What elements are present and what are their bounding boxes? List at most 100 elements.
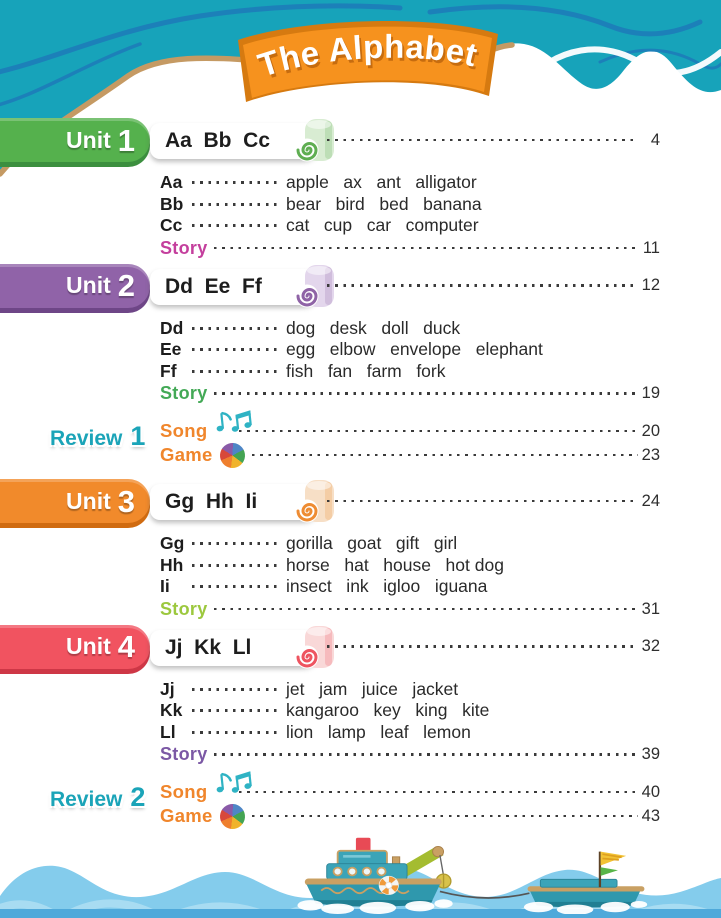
unit-page-number: 32: [641, 637, 660, 655]
unit-4-letters-track: Jj Kk Ll: [150, 625, 334, 668]
letter-line: Gg gorilla goat gift girl: [160, 533, 660, 555]
story-page-number: 39: [641, 745, 660, 763]
dotted-leader: [251, 453, 638, 457]
dotted-leader: [213, 246, 638, 250]
dotted-leader: [192, 181, 280, 185]
story-label: Story: [160, 237, 208, 258]
letter-pair: Cc: [160, 215, 183, 236]
game-label: Game: [160, 444, 213, 465]
dotted-leader: [192, 369, 280, 373]
review-1-title: Review 1: [50, 421, 145, 452]
letter-pair: Ff: [160, 360, 177, 381]
game-page-number: 43: [641, 806, 660, 825]
story-page-number: 11: [642, 238, 660, 257]
unit-1-section: Unit 1 Aa Bb Cc 4: [0, 118, 721, 264]
letter-pair: Gg: [160, 533, 185, 554]
unit-number: 3: [117, 483, 135, 519]
story-line: Story 31: [160, 598, 660, 621]
story-page-number: 19: [641, 384, 660, 402]
music-notes-icon: [216, 410, 252, 432]
unit-page-number: 4: [650, 130, 660, 149]
letter-words: fish fan farm fork: [286, 360, 446, 381]
review-1-block: Review 1 Song 20 Game: [0, 410, 660, 471]
letter-pair: Ii: [160, 576, 170, 597]
letter-words: cat cup car computer: [286, 215, 479, 236]
letter-line: Aa apple ax ant alligator: [160, 172, 660, 194]
story-line: Story 19: [160, 382, 660, 405]
dotted-leader: [327, 645, 638, 648]
game-wheel-icon: [216, 439, 248, 471]
dotted-leader: [327, 284, 638, 287]
table-of-contents: Unit 1 Aa Bb Cc 4: [0, 118, 721, 832]
review-2-block: Review 2 Song 40 Game: [0, 771, 660, 832]
dotted-leader: [192, 202, 280, 206]
unit-number: 4: [117, 629, 135, 664]
unit-2-leader: 12: [327, 264, 660, 308]
letter-line: Hh horse hat house hot dog: [160, 555, 660, 577]
letter-words: bear bird bed banana: [286, 193, 482, 214]
unit-number: 1: [117, 122, 135, 158]
letter-words: dog desk doll duck: [286, 317, 461, 338]
unit-1-content: Aa apple ax ant alligator Bb bear bird b…: [0, 168, 660, 264]
story-line: Story 11: [160, 237, 660, 260]
story-label: Story: [160, 744, 208, 764]
game-wheel-icon: [216, 800, 248, 832]
unit-label: Unit: [66, 272, 111, 298]
unit-3-banner-row: Unit 3 Gg Hh Ii 24: [0, 479, 721, 529]
letter-pair: Dd: [160, 317, 184, 338]
story-page-number: 31: [641, 599, 660, 618]
letter-pair: Bb: [160, 193, 184, 214]
unit-3-leader: 24: [327, 479, 660, 523]
dotted-leader: [192, 326, 280, 330]
letter-pair: Ll: [160, 721, 176, 742]
game-line: Game 23: [160, 439, 660, 471]
unit-4-banner-row: Unit 4 Jj Kk Ll 32: [0, 624, 721, 675]
dotted-leader: [239, 429, 638, 433]
dotted-leader: [192, 687, 280, 691]
unit-1-letters-track: Aa Bb Cc: [150, 119, 334, 162]
letter-line: Ii insect ink igloo iguana: [160, 576, 660, 598]
dotted-leader: [251, 814, 638, 818]
unit-label: Unit: [66, 633, 111, 659]
dotted-leader: [213, 392, 638, 395]
review-number: 2: [130, 782, 146, 812]
dotted-leader: [192, 224, 280, 228]
letter-line: Ff fish fan farm fork: [160, 361, 660, 383]
game-line: Game 43: [160, 800, 660, 832]
unit-4-content: Jj jet jam juice jacket Kk kangaroo key …: [0, 675, 660, 771]
review-label: Review: [50, 427, 123, 450]
unit-4-section: Unit 4 Jj Kk Ll 32: [0, 624, 721, 771]
title-banner: The Alphabet The Alphabet: [238, 21, 498, 102]
letter-line: Jj jet jam juice jacket: [160, 679, 660, 701]
unit-3-content: Gg gorilla goat gift girl Hh horse hat h…: [0, 529, 660, 625]
letter-words: insect ink igloo iguana: [286, 576, 488, 597]
unit-letters: Jj Kk Ll: [165, 635, 252, 659]
unit-1-pill: Unit 1: [0, 118, 150, 162]
story-label: Story: [160, 383, 208, 403]
dotted-leader: [192, 585, 280, 589]
dotted-leader: [213, 753, 638, 756]
letter-pair: Kk: [160, 700, 183, 721]
song-line: Song 40: [160, 771, 660, 804]
dotted-leader: [239, 790, 638, 794]
letter-pair: Jj: [160, 678, 175, 699]
letter-line: Cc cat cup car computer: [160, 215, 660, 237]
unit-label: Unit: [66, 126, 111, 153]
unit-3-section: Unit 3 Gg Hh Ii 24: [0, 479, 721, 625]
unit-2-letters-track: Dd Ee Ff: [150, 264, 334, 307]
song-page-number: 20: [641, 421, 660, 440]
review-label: Review: [50, 788, 123, 811]
unit-2-section: Unit 2 Dd Ee Ff 12: [0, 263, 721, 410]
scroll-icon: [295, 625, 334, 668]
unit-number: 2: [117, 268, 135, 303]
unit-3-pill: Unit 3: [0, 479, 150, 523]
letter-line: Bb bear bird bed banana: [160, 194, 660, 216]
game-label: Game: [160, 805, 213, 826]
unit-letters: Dd Ee Ff: [165, 274, 262, 298]
unit-1-banner-row: Unit 1 Aa Bb Cc 4: [0, 118, 721, 168]
unit-letters: Aa Bb Cc: [165, 129, 271, 152]
unit-2-banner-row: Unit 2 Dd Ee Ff 12: [0, 263, 721, 314]
dotted-leader: [192, 563, 280, 567]
game-page-number: 23: [641, 445, 660, 464]
dotted-leader: [327, 138, 638, 142]
